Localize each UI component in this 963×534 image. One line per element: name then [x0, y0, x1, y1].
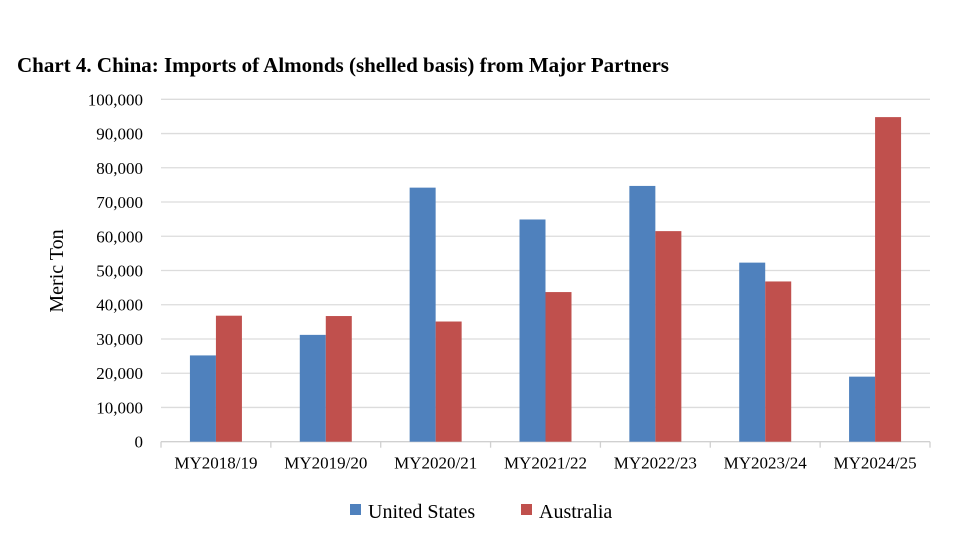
bar-australia-my2022-23 — [655, 231, 682, 442]
x-tick-label: MY2022/23 — [614, 454, 697, 473]
bar-australia-my2020-21 — [435, 321, 462, 442]
y-tick-label: 100,000 — [88, 90, 143, 109]
y-axis-label: Meric Ton — [46, 229, 68, 312]
y-tick-label: 30,000 — [96, 330, 143, 349]
x-tick-label: MY2020/21 — [394, 454, 477, 473]
bar-australia-my2023-24 — [765, 281, 792, 442]
y-tick-label: 70,000 — [96, 193, 143, 212]
bar-australia-my2021-22 — [545, 292, 572, 442]
x-tick-label: MY2024/25 — [834, 454, 917, 473]
x-tick-label: MY2019/20 — [284, 454, 367, 473]
x-tick-label: MY2018/19 — [174, 454, 257, 473]
bar-united-states-my2019-20 — [299, 334, 326, 442]
x-tick-label: MY2023/24 — [724, 454, 808, 473]
y-tick-label: 90,000 — [96, 125, 143, 144]
legend-label: Australia — [539, 501, 612, 523]
bar-united-states-my2020-21 — [409, 187, 436, 442]
chart-title: Chart 4. China: Imports of Almonds (shel… — [17, 53, 669, 77]
bar-united-states-my2018-19 — [189, 355, 216, 442]
x-tick-label: MY2021/22 — [504, 454, 587, 473]
y-tick-label: 0 — [135, 433, 144, 452]
bar-united-states-my2021-22 — [519, 219, 546, 442]
bar-australia-my2019-20 — [325, 316, 352, 442]
bar-australia-my2018-19 — [215, 315, 242, 442]
y-tick-label: 10,000 — [96, 398, 143, 417]
bar-australia-my2024-25 — [875, 117, 902, 442]
legend-swatch-united-states — [350, 504, 361, 515]
y-tick-label: 50,000 — [96, 262, 143, 281]
y-tick-label: 60,000 — [96, 227, 143, 246]
legend-swatch-australia — [521, 504, 532, 515]
y-tick-label: 20,000 — [96, 364, 143, 383]
y-tick-label: 40,000 — [96, 296, 143, 315]
bar-united-states-my2022-23 — [629, 185, 656, 442]
legend-label: United States — [368, 501, 475, 523]
bar-united-states-my2024-25 — [849, 376, 876, 442]
y-tick-label: 80,000 — [96, 159, 143, 178]
bar-united-states-my2023-24 — [739, 262, 766, 442]
